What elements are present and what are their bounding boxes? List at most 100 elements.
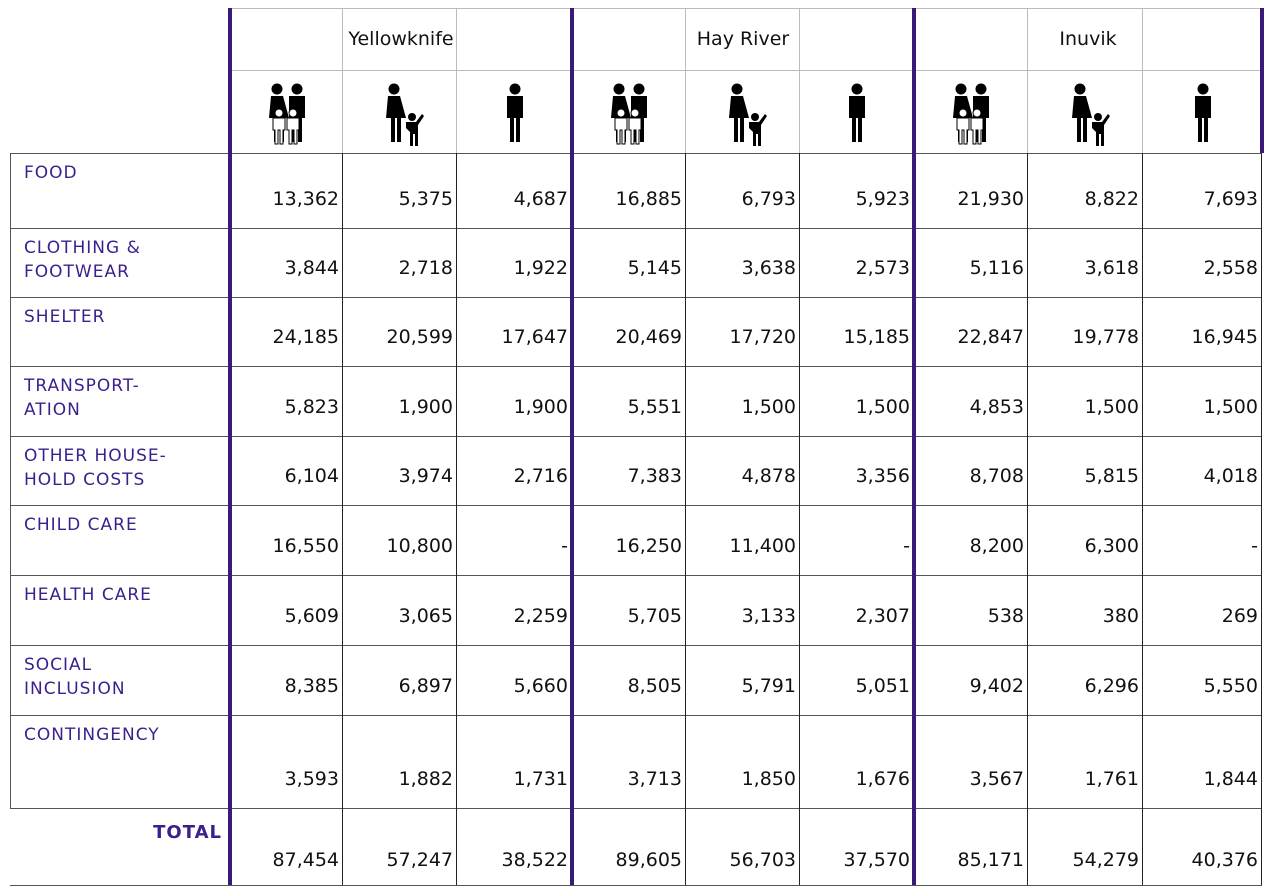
household-icon: [370, 78, 430, 148]
value-cell: 2,307: [800, 575, 914, 645]
household-icon: [1173, 78, 1233, 148]
row-label: TRANSPORT-ATION: [10, 366, 230, 436]
value-cell: 5,551: [572, 366, 686, 436]
value-cell: 9,402: [914, 645, 1028, 715]
value-cell: 380: [1028, 575, 1143, 645]
cell-text: 5,551: [627, 396, 682, 418]
value-cell: 3,844: [230, 228, 343, 297]
cell-text: 20,599: [386, 326, 453, 348]
value-cell: 269: [1143, 575, 1262, 645]
cell-text: 3,844: [284, 257, 339, 279]
cell-text: 15,185: [843, 326, 910, 348]
row-label: SHELTER: [10, 297, 230, 366]
cell-text: 7,383: [627, 465, 682, 487]
grid-line: [10, 505, 1262, 506]
value-cell: 16,550: [230, 505, 343, 575]
value-cell: 2,716: [457, 436, 572, 505]
cell-text: 5,705: [627, 605, 682, 627]
cell-text: 38,522: [501, 849, 568, 871]
grid-line: [10, 228, 1262, 229]
grid-line: [10, 366, 1262, 367]
total-cell: 85,171: [914, 808, 1028, 885]
cell-text: 56,703: [729, 849, 796, 871]
cell-text: 1,882: [398, 768, 453, 790]
cell-text: 3,356: [855, 465, 910, 487]
value-cell: 5,923: [800, 153, 914, 228]
cell-text: 2,718: [398, 257, 453, 279]
cell-text: 2,716: [513, 465, 568, 487]
cell-text: 85,171: [957, 849, 1024, 871]
value-cell: 2,558: [1143, 228, 1262, 297]
value-cell: 2,718: [343, 228, 457, 297]
cell-text: 16,945: [1191, 326, 1258, 348]
value-cell: 20,469: [572, 297, 686, 366]
value-cell: -: [800, 505, 914, 575]
cell-text: 1,676: [855, 768, 910, 790]
value-cell: 5,791: [686, 645, 800, 715]
cell-text: 87,454: [272, 849, 339, 871]
total-cell: 87,454: [230, 808, 343, 885]
cell-text: 16,550: [272, 535, 339, 557]
cell-text: 6,793: [741, 188, 796, 210]
cell-text: 22,847: [957, 326, 1024, 348]
cell-text: 1,500: [1084, 396, 1139, 418]
grid-line: [1260, 8, 1264, 153]
group-header: Yellowknife: [230, 8, 572, 70]
value-cell: 3,065: [343, 575, 457, 645]
value-cell: 6,300: [1028, 505, 1143, 575]
cell-text: 20,469: [615, 326, 682, 348]
cell-text: 1,761: [1084, 768, 1139, 790]
household-icon: [941, 78, 1001, 148]
cell-text: CLOTHING & FOOTWEAR: [24, 238, 141, 282]
value-cell: 22,847: [914, 297, 1028, 366]
value-cell: 5,823: [230, 366, 343, 436]
value-cell: 1,500: [686, 366, 800, 436]
total-cell: 57,247: [343, 808, 457, 885]
cell-text: 3,567: [969, 768, 1024, 790]
grid-line: [342, 153, 343, 885]
cell-text: FOOD: [24, 163, 78, 183]
cell-text: 57,247: [386, 849, 453, 871]
grid-line: [230, 8, 1262, 9]
value-cell: 7,383: [572, 436, 686, 505]
cell-text: 4,853: [969, 396, 1024, 418]
cell-text: 7,693: [1203, 188, 1258, 210]
value-cell: 1,900: [343, 366, 457, 436]
value-cell: 5,609: [230, 575, 343, 645]
value-cell: 8,200: [914, 505, 1028, 575]
value-cell: -: [1143, 505, 1262, 575]
cell-text: 5,923: [855, 188, 910, 210]
cell-text: 11,400: [729, 535, 796, 557]
cell-text: HEALTH CARE: [24, 585, 152, 605]
cell-text: 2,573: [855, 257, 910, 279]
cell-text: 2,259: [513, 605, 568, 627]
cell-text: 13,362: [272, 188, 339, 210]
value-cell: 3,638: [686, 228, 800, 297]
cell-text: 3,065: [398, 605, 453, 627]
value-cell: 8,708: [914, 436, 1028, 505]
total-cell: 37,570: [800, 808, 914, 885]
cell-text: OTHER HOUSE-HOLD COSTS: [24, 446, 167, 490]
grid-line: [1027, 153, 1028, 885]
grid-line: [10, 575, 1262, 576]
cell-text: 17,720: [729, 326, 796, 348]
grid-line: [10, 297, 1262, 298]
cell-text: 5,550: [1203, 675, 1258, 697]
household-icon: [257, 78, 317, 148]
cell-text: 1,922: [513, 257, 568, 279]
grid-line: [10, 153, 1262, 154]
grid-line: [1027, 8, 1028, 153]
grid-line: [799, 153, 800, 885]
grid-line: [10, 645, 1262, 646]
value-cell: 1,850: [686, 715, 800, 808]
household-icon: [713, 78, 773, 148]
household-icon: [827, 78, 887, 148]
cell-text: 3,593: [284, 768, 339, 790]
cell-text: 89,605: [615, 849, 682, 871]
group-header: Hay River: [572, 8, 914, 70]
value-cell: 1,500: [1143, 366, 1262, 436]
cell-text: 16,885: [615, 188, 682, 210]
total-cell: 40,376: [1143, 808, 1262, 885]
cell-text: Yellowknife: [348, 28, 454, 50]
cell-text: 5,116: [969, 257, 1024, 279]
